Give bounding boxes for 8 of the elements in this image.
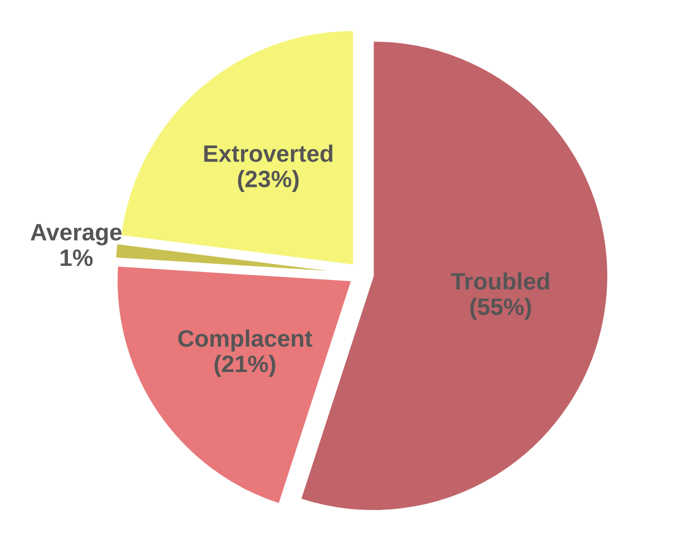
slice-label: Troubled — [451, 272, 549, 290]
data-label: (55%) — [470, 298, 531, 320]
slice-label: Complacent — [178, 329, 312, 352]
slice-label: Average — [30, 224, 122, 246]
data-label: 1% — [60, 249, 93, 266]
data-label: (21%) — [214, 354, 276, 377]
slice-label: Extroverted — [204, 144, 332, 162]
data-label: (23%) — [238, 170, 299, 192]
